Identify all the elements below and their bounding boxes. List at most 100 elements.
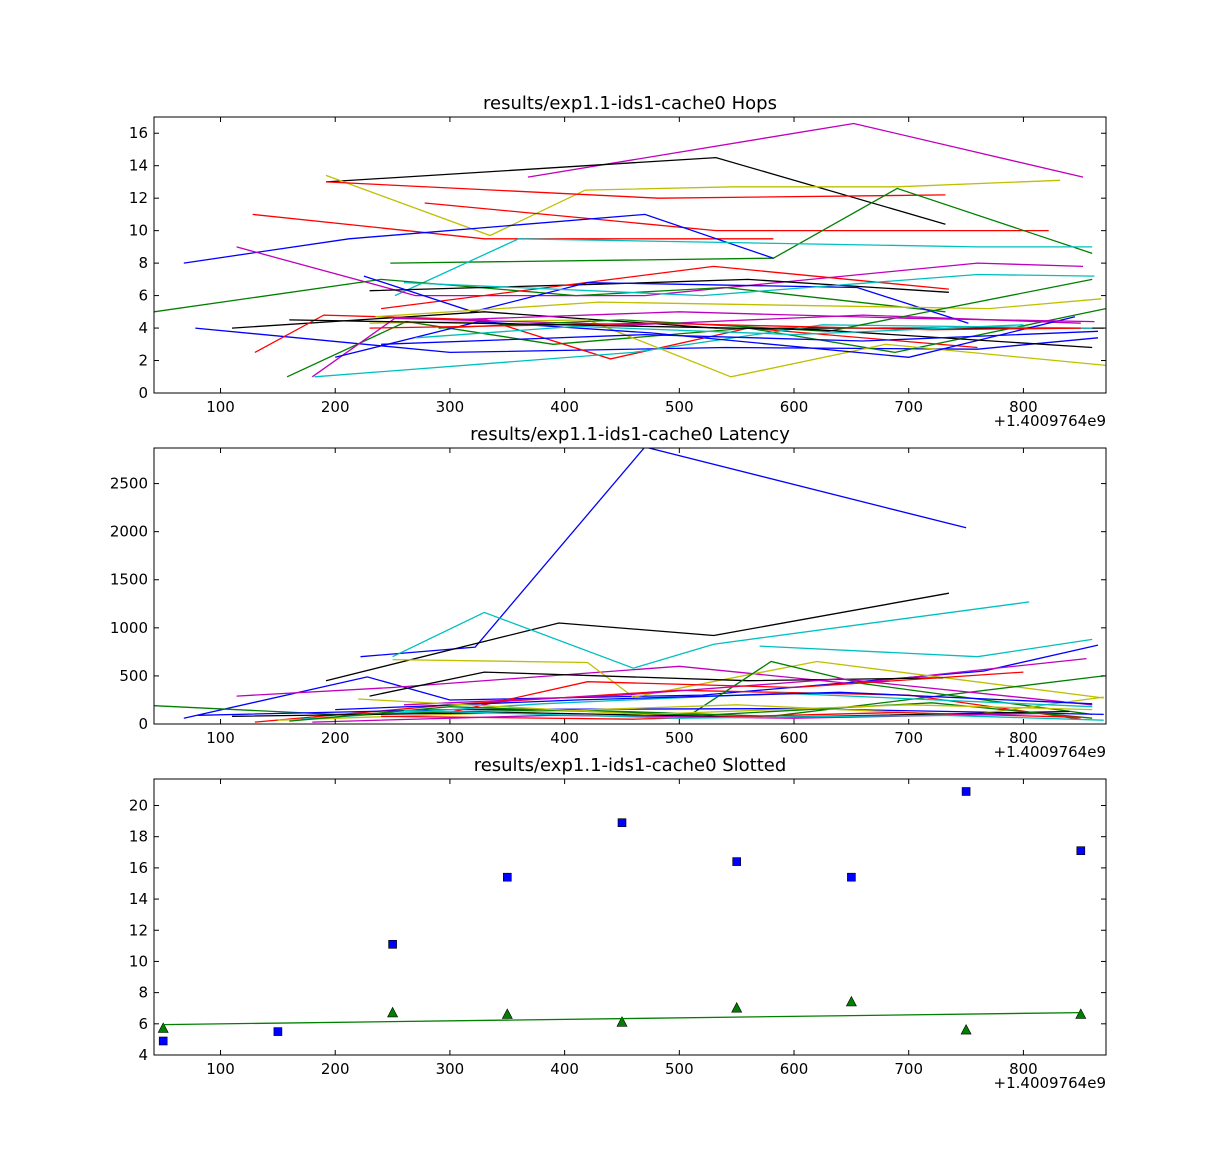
slotted-series-group [157,787,1087,1046]
slotted-series-1-point-0 [157,1022,169,1033]
latency-x-tick-label-2: 300 [436,729,465,747]
slotted-plot-frame [153,778,1107,1056]
slotted-series-1-point-3 [616,1016,628,1027]
hops-y-tick-label-2: 4 [138,319,148,337]
hops-series-line-14 [286,307,1106,378]
latency-y-tick-label-1: 500 [119,667,148,685]
hops-series-line-20 [381,265,949,310]
slotted-y-tick-label-1: 6 [138,1015,148,1033]
latency-series-line-14 [449,671,1024,714]
latency-series-line-5 [392,658,1104,699]
hops-series-line-6 [252,213,774,240]
slotted-series-1-point-7 [1075,1008,1087,1019]
slotted-x-tick-label-5: 600 [780,1060,809,1078]
hops-x-tick-label-4: 500 [665,398,694,416]
slotted-series-0-point-2 [388,939,397,949]
latency-y-tick-label-0: 0 [138,715,148,733]
hops-series-line-26 [369,322,1081,331]
hops-x-tick-label-1: 200 [321,398,350,416]
hops-series-line-21 [363,275,969,324]
hops-series-line-2 [325,174,1061,237]
hops-x-tick-label-5: 600 [780,398,809,416]
slotted-series-0-point-6 [847,872,856,882]
latency-y-tick-label-4: 2000 [110,523,148,541]
slotted-y-tick-label-2: 8 [138,984,148,1002]
hops-y-tick-label-6: 12 [129,189,148,207]
latency-series-line-1 [325,592,950,682]
latency-x-tick-label-1: 200 [321,729,350,747]
latency-series-line-2 [392,601,1030,669]
slotted-y-tick-label-3: 10 [129,952,148,970]
slotted-y-tick-label-0: 4 [138,1046,148,1064]
slotted-series-0-point-3 [502,872,512,882]
latency-x-tick-label-6: 700 [894,729,923,747]
latency-chart: results/exp1.1-ids1-cache0 Latency 100 20… [110,424,1107,761]
hops-y-tick-label-1: 2 [138,352,148,370]
hops-series-line-0 [527,122,1084,178]
hops-series-line-19 [369,278,949,293]
hops-series-line-9 [236,246,1084,297]
slotted-series-1-point-4 [731,1002,743,1013]
slotted-series-0-point-1 [273,1027,283,1036]
hops-plot-frame [153,116,1107,394]
hops-y-tick-label-7: 14 [129,157,148,175]
hops-chart-title: results/exp1.1-ids1-cache0 Hops [483,93,777,114]
slotted-series-0-point-7 [961,787,971,796]
slotted-y-tick-label-5: 14 [129,890,148,908]
hops-series-line-28 [381,330,1099,345]
latency-y-tick-label-5: 2500 [110,475,148,493]
latency-series-line-12 [403,678,1093,706]
slotted-x-tick-label-7: 800 [1009,1060,1038,1078]
slotted-y-tick-label-4: 12 [129,921,148,939]
hops-series-line-5 [390,187,1093,264]
slotted-series-0-point-8 [1076,846,1086,856]
latency-x-tick-label-0: 100 [206,729,235,747]
slotted-series-0-point-0 [158,1036,168,1046]
hops-series-line-17 [311,314,1081,378]
slotted-series-1-point-6 [960,1023,972,1035]
slotted-series-1-point-2 [501,1008,513,1019]
latency-x-tick-label-4: 500 [665,729,694,747]
hops-series-line-3 [325,181,946,199]
slotted-y-tick-label-8: 20 [129,797,148,815]
latency-y-tick-label-2: 1000 [110,619,148,637]
slotted-x-tick-label-6: 700 [894,1060,923,1078]
latency-y-tick-label-3: 1500 [110,571,148,589]
hops-series-line-13 [254,314,978,360]
slotted-series-0-point-4 [617,818,627,828]
latency-series-line-6 [759,638,1093,658]
hops-chart-x-offset-label: +1.4009764e9 [994,412,1106,430]
latency-series-line-21 [358,698,1093,716]
latency-series-line-22 [403,709,1104,721]
hops-series-line-8 [394,238,1093,297]
hops-series-group [154,122,1106,378]
slotted-series-line-2 [163,1011,1081,1026]
slotted-x-tick-label-2: 300 [436,1060,465,1078]
hops-y-tick-label-4: 8 [138,254,148,272]
hops-x-tick-label-6: 700 [894,398,923,416]
slotted-y-tick-label-6: 16 [129,859,148,877]
slotted-x-tick-label-0: 100 [206,1060,235,1078]
hops-series-line-23 [403,273,1095,297]
hops-series-line-16 [314,324,1093,378]
latency-series-group [154,448,1104,723]
latency-chart-x-offset-label: +1.4009764e9 [994,743,1106,761]
hops-x-tick-label-7: 800 [1009,398,1038,416]
hops-series-line-29 [415,324,1024,339]
latency-series-line-17 [289,702,1093,722]
hops-series-line-18 [335,316,1076,358]
hops-chart: results/exp1.1-ids1-cache0 Hops 100 200 30… [129,93,1107,430]
slotted-series-1-point-1 [387,1006,399,1018]
hops-y-tick-label-8: 16 [129,124,148,142]
hops-x-tick-label-2: 300 [436,398,465,416]
latency-chart-title: results/exp1.1-ids1-cache0 Latency [470,424,790,445]
hops-series-line-4 [424,202,1049,232]
hops-x-tick-label-0: 100 [206,398,235,416]
slotted-y-tick-label-7: 18 [129,828,148,846]
hops-series-line-11 [195,327,1099,354]
slotted-chart-x-offset-label: +1.4009764e9 [994,1074,1106,1092]
hops-y-tick-label-0: 0 [138,384,148,402]
latency-series-line-13 [277,696,1104,721]
hops-series-line-10 [154,278,946,313]
